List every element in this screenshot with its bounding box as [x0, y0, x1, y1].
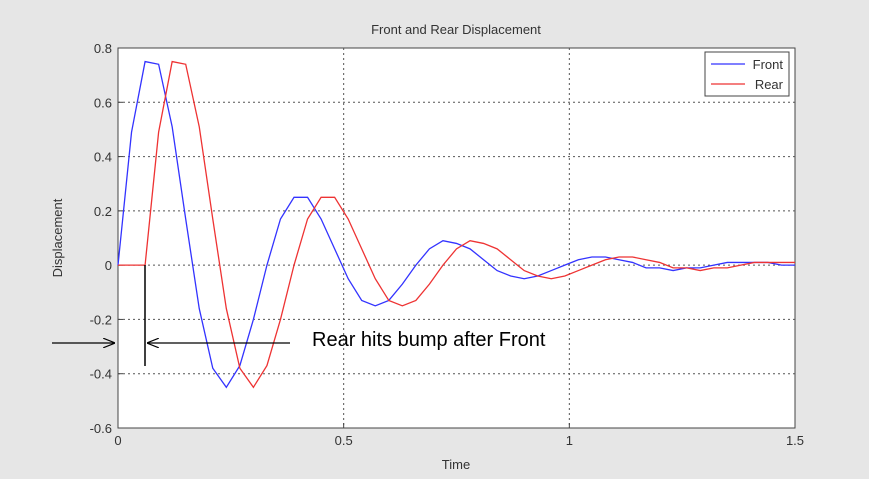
x-tick-label: 0.5 — [335, 433, 353, 448]
y-axis-label: Displacement — [50, 198, 65, 277]
y-tick-label: -0.2 — [90, 312, 112, 327]
y-tick-label: 0 — [105, 258, 112, 273]
x-tick-label: 0 — [114, 433, 121, 448]
x-axis-label: Time — [442, 457, 470, 472]
y-tick-label: -0.6 — [90, 421, 112, 436]
x-tick-label: 1.5 — [786, 433, 804, 448]
chart-title: Front and Rear Displacement — [371, 22, 541, 37]
series-line — [117, 60, 795, 389]
annotation: Rear hits bump after Front — [312, 329, 546, 351]
x-tick-label: 1 — [566, 433, 573, 448]
legend-box — [704, 51, 790, 97]
y-tick-label: 0.6 — [94, 95, 112, 110]
legend-label: Front — [753, 57, 784, 72]
y-tick-label: 0.8 — [94, 41, 112, 56]
y-tick-label: 0.2 — [94, 204, 112, 219]
legend-label: Rear — [755, 77, 784, 92]
plot-area — [117, 47, 796, 429]
y-tick-label: -0.4 — [90, 367, 112, 382]
marks: -0.6 -0.4 -0.2 0 0.2 0.4 0.6 0.8 0 0.5 1 1.5 Front Re… — [90, 41, 804, 448]
series-line — [118, 60, 795, 389]
y-tick-label: 0.4 — [94, 150, 112, 165]
